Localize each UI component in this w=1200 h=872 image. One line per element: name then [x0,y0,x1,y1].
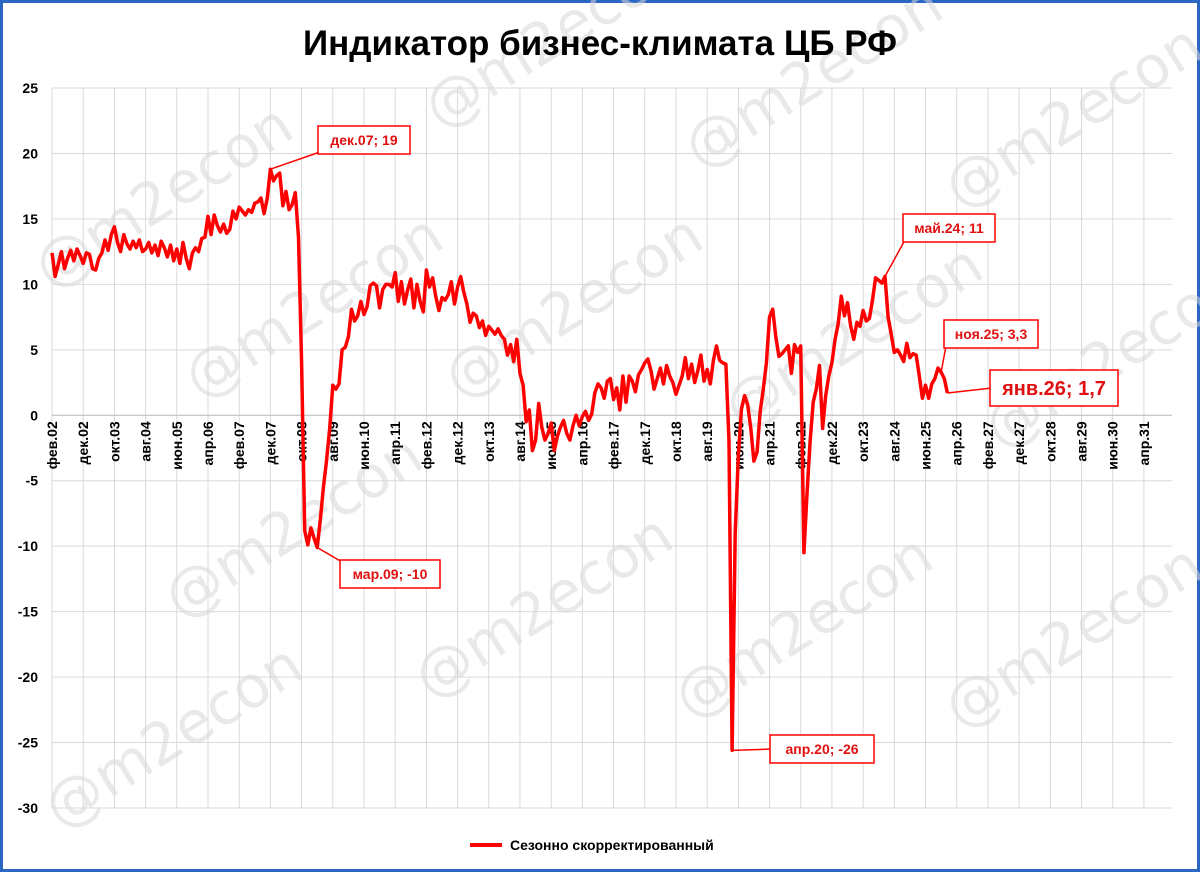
x-tick-label: дек.02 [75,421,91,464]
x-tick-label: фев.02 [44,421,60,469]
annotation-box [339,559,441,589]
chart-title: Индикатор бизнес-климата ЦБ РФ [303,24,897,63]
x-tick-label: окт.18 [668,421,684,462]
y-tick-label: -20 [18,669,38,685]
x-tick-label: окт.03 [106,421,122,462]
x-tick-label: июн.10 [356,421,372,470]
x-tick-label: авг.24 [886,421,902,461]
annotation-box [317,125,411,155]
x-tick-label: авг.04 [138,421,154,461]
x-tick-label: дек.12 [450,421,466,464]
annotation-label: дек.07; 19 [330,132,397,148]
legend: Сезонно скорректированный [470,837,714,853]
x-tick-label: окт.23 [855,421,871,462]
x-axis: фев.02 дек.02 окт.03 авг.04 июн.05 апр.06 фев.… [44,414,1172,470]
annotation-leader [940,345,947,373]
x-tick-label: авг.14 [512,421,528,461]
watermark-text: @m2econ [401,500,684,712]
y-tick-label: 25 [22,80,38,96]
x-tick-label: окт.28 [1042,421,1058,462]
x-tick-label: июн.05 [169,421,185,470]
annotation-label: янв.26; 1,7 [1001,378,1106,400]
x-tick-label: апр.26 [949,421,965,465]
x-tick-label: июн.30 [1105,421,1121,470]
x-tick-label: фев.07 [231,421,247,469]
x-tick-label: авг.19 [699,421,715,461]
x-tick-label: дек.07 [262,421,278,464]
y-tick-label: -5 [26,473,39,489]
x-tick-label: апр.16 [574,421,590,465]
annotations: дек.07; 19 мар.09; -10 апр.20; -26 май.24; … [270,125,1119,764]
y-tick-label: -10 [18,538,38,554]
annotation-label: ноя.25; 3,3 [955,326,1028,342]
x-tick-label: дек.22 [824,421,840,464]
y-tick-label: 10 [22,276,38,292]
x-tick-label: фев.17 [606,421,622,469]
annotation-label: мар.09; -10 [353,566,428,582]
y-tick-label: 20 [22,145,38,161]
watermark-text: @m2econ [931,530,1200,742]
annotation-leader [947,387,993,394]
y-tick-label: 15 [22,211,38,227]
watermark-layer: @m2econ@m2econ@m2econ@m2econ@m2econ@m2ec… [21,0,1200,842]
y-tick-label: 5 [30,342,38,358]
annotation-box [769,734,875,764]
y-tick-label: -30 [18,800,38,816]
legend-label: Сезонно скорректированный [510,837,714,853]
x-tick-label: дек.27 [1011,421,1027,464]
x-tick-label: апр.21 [762,421,778,465]
annotation-label: апр.20; -26 [785,741,858,757]
annotation-leader [316,546,343,563]
x-tick-label: апр.11 [387,421,403,465]
x-tick-label: авг.29 [1074,421,1090,461]
annotation-box [989,369,1119,407]
grid-lines [51,87,1172,809]
x-tick-label: апр.31 [1136,421,1152,465]
annotation-label: май.24; 11 [914,220,984,236]
annotation-leader [270,151,321,170]
x-tick-label: апр.06 [200,421,216,465]
plot-area [50,167,950,753]
x-tick-label: фев.12 [418,421,434,469]
annotation-box [902,213,996,243]
y-tick-label: -15 [18,604,38,620]
y-tick-label: 0 [30,407,38,423]
x-tick-label: фев.27 [980,421,996,469]
watermark-text: @m2econ [931,10,1200,222]
series-line [50,167,950,753]
y-tick-label: -25 [18,735,38,751]
x-tick-label: дек.17 [637,421,653,464]
x-tick-label: окт.13 [481,421,497,462]
annotation-box [943,319,1039,349]
annotation-leader [884,239,906,277]
y-axis: 25 20 15 10 5 0 -5 -10 -15 -20 -25 -30 [18,80,38,816]
x-tick-label: июн.25 [918,421,934,470]
watermark-text: @m2econ [31,630,314,842]
annotation-leader [732,748,773,752]
watermark-text: @m2econ [411,0,694,142]
